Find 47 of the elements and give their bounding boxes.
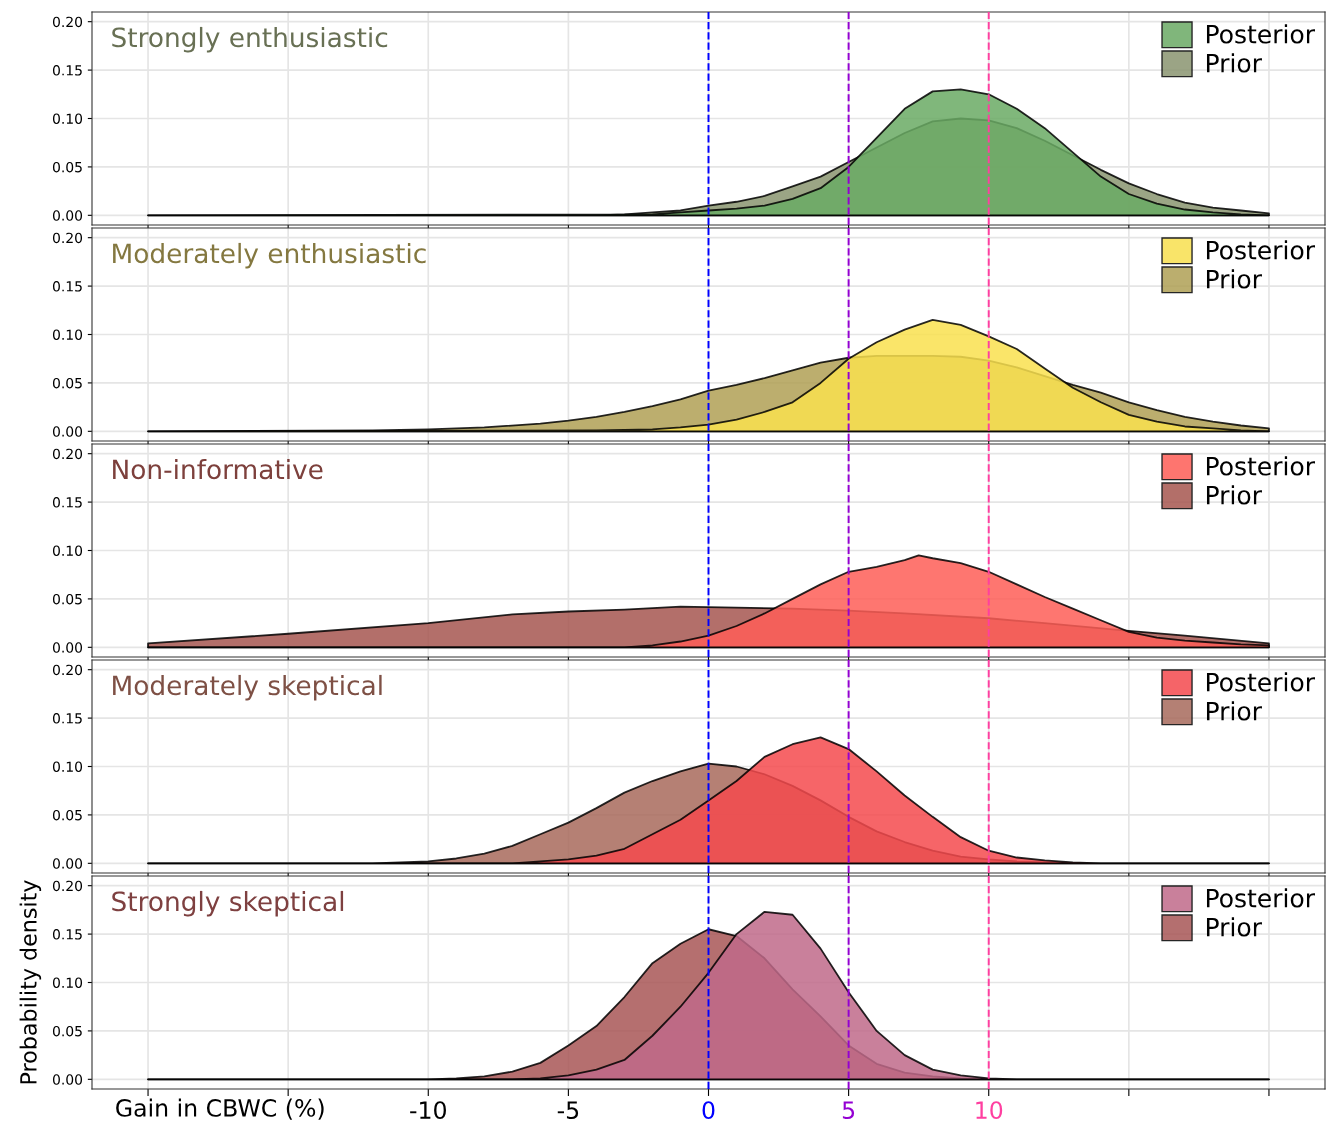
legend-label: Prior (1206, 485, 1262, 505)
y-tick-label: 0.00 (52, 1074, 83, 1085)
y-tick-label: 0.20 (52, 664, 83, 676)
y-tick-label: 0.05 (52, 161, 82, 173)
legend-label: Prior (1206, 53, 1262, 73)
y-tick-label: 0.05 (52, 1025, 82, 1037)
y-tick-label: 0.20 (52, 448, 83, 460)
y-tick-label: 0.05 (52, 593, 82, 605)
legend-label: Posterior (1206, 672, 1315, 692)
legend-label: Prior (1206, 917, 1262, 937)
y-axis-title: Probability density (19, 880, 42, 1084)
text: Moderately enthusiastic (113, 242, 426, 269)
y-tick-label: 0.15 (52, 281, 82, 292)
y-tick-label: 0.15 (52, 497, 82, 508)
text: Strongly skeptical (112, 890, 344, 917)
y-tick-label: 0.10 (52, 977, 83, 988)
y-tick-label: 0.00 (52, 858, 83, 869)
legend-label: Posterior (1206, 240, 1315, 260)
legend-label: Posterior (1206, 24, 1315, 44)
x-tick-label: -10 (410, 1101, 446, 1120)
x-tick-label: -5 (557, 1101, 579, 1120)
text: Moderately skeptical (113, 674, 382, 701)
y-tick-label: 0.00 (52, 210, 83, 221)
x-tick-label: 0 (702, 1101, 715, 1120)
text: Strongly enthusiastic (112, 26, 388, 53)
y-tick-label: 0.05 (52, 809, 82, 821)
y-tick-label: 0.00 (52, 426, 83, 437)
y-tick-label: 0.10 (52, 113, 83, 124)
legend-label: Prior (1206, 701, 1262, 721)
y-tick-label: 0.10 (52, 545, 83, 556)
y-tick-label: 0.20 (52, 880, 83, 892)
y-tick-label: 0.15 (52, 65, 82, 76)
x-tick-label: 5 (842, 1101, 855, 1120)
y-tick-label: 0.15 (52, 713, 82, 724)
legend-label: Posterior (1206, 456, 1315, 476)
y-tick-label: 0.15 (52, 929, 82, 940)
y-tick-label: 0.20 (52, 16, 83, 28)
y-tick-label: 0.20 (52, 232, 83, 244)
chart-title: Non-informative (113, 458, 323, 480)
y-tick-label: 0.10 (52, 761, 83, 772)
y-tick-label: 0.00 (52, 642, 83, 653)
x-tick-label: 10 (976, 1101, 1003, 1120)
y-tick-label: 0.10 (52, 329, 83, 340)
legend-label: Posterior (1206, 888, 1315, 908)
x-axis-title: Gain in CBWC (%) (116, 1098, 324, 1120)
y-tick-label: 0.05 (52, 377, 82, 389)
legend-label: Prior (1206, 269, 1262, 289)
